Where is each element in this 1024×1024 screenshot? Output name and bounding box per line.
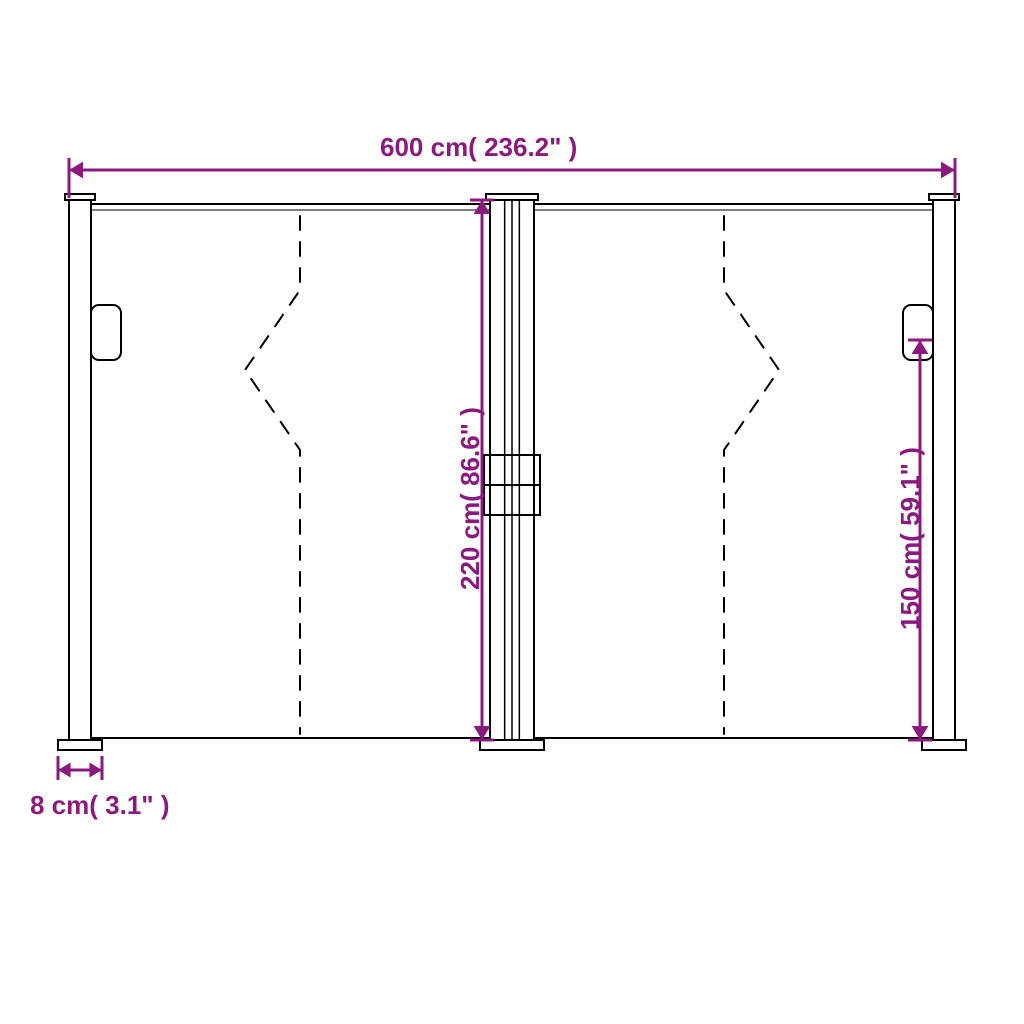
- dim-width-label: 600 cm( 236.2" ): [380, 132, 577, 163]
- dim-height-center-label: 220 cm( 86.6" ): [455, 407, 486, 590]
- dim-foot-label: 8 cm( 3.1" ): [30, 790, 170, 821]
- dim-height-right-label: 150 cm( 59.1" ): [895, 447, 926, 630]
